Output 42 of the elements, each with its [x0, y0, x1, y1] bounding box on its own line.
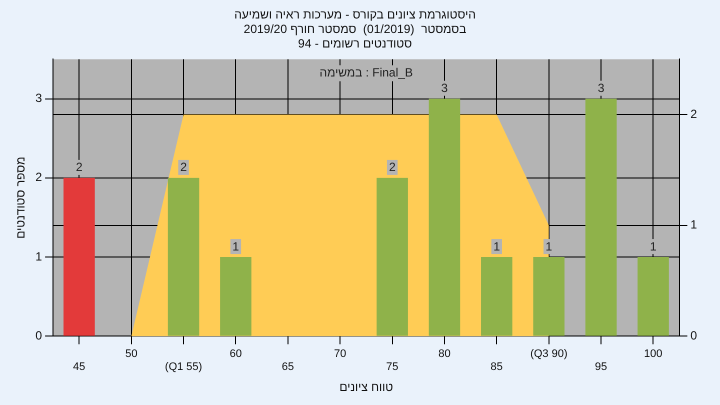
bar	[428, 98, 460, 336]
x-tick-label: 95	[594, 361, 608, 374]
y2-tick-label: 1	[690, 218, 698, 232]
bar	[64, 178, 95, 336]
y2-tick-label: 2	[690, 106, 698, 121]
bar	[220, 257, 252, 336]
data-label: 2	[76, 160, 83, 174]
x-tick-label: (Q1 55)	[164, 361, 202, 374]
y-tick-label: 0	[35, 328, 42, 343]
y-tick-label: 3	[35, 91, 42, 106]
chart-title: היסטוגרמת ציונים בקורס - מערכות ראיה ושמיעה	[234, 8, 476, 22]
y-tick-label: 2	[35, 170, 42, 184]
x-tick-label: 75	[386, 361, 398, 374]
x-axis-title: טווח ציונים	[339, 380, 394, 394]
y2-tick-label: 0	[690, 328, 698, 343]
annotation: Final_B : במשימה	[319, 66, 413, 80]
data-label: 2	[180, 160, 188, 174]
bar	[638, 257, 669, 336]
bar	[168, 178, 200, 336]
y-tick-label: 1	[35, 249, 42, 264]
bar	[585, 98, 617, 336]
x-tick-label: 100	[644, 348, 662, 360]
data-label: 1	[546, 239, 553, 254]
bar	[533, 257, 565, 336]
x-tick-label: 45	[73, 361, 86, 374]
data-label: 3	[441, 81, 448, 96]
x-tick-label: 60	[230, 348, 242, 360]
data-label: 1	[493, 239, 500, 254]
x-tick-label: (Q3 90)	[530, 348, 568, 360]
x-tick-label: 85	[490, 361, 503, 374]
data-label: 2	[388, 160, 396, 174]
x-tick-label: 50	[125, 348, 138, 360]
data-label: 1	[650, 239, 657, 254]
y-axis-title: מספר סטודנטים	[14, 156, 28, 239]
bar	[481, 257, 512, 336]
chart-subtitle: בסמסטר (01/2019) סמסטר חורף 2019/20 סטודנטים רשומים - 94	[244, 22, 466, 50]
x-tick-label: 65	[282, 361, 294, 374]
data-label: 1	[232, 239, 240, 254]
x-tick-label: 80	[438, 348, 451, 360]
data-label: 3	[598, 81, 605, 96]
x-tick-label: 70	[334, 348, 346, 360]
bar	[376, 178, 408, 336]
